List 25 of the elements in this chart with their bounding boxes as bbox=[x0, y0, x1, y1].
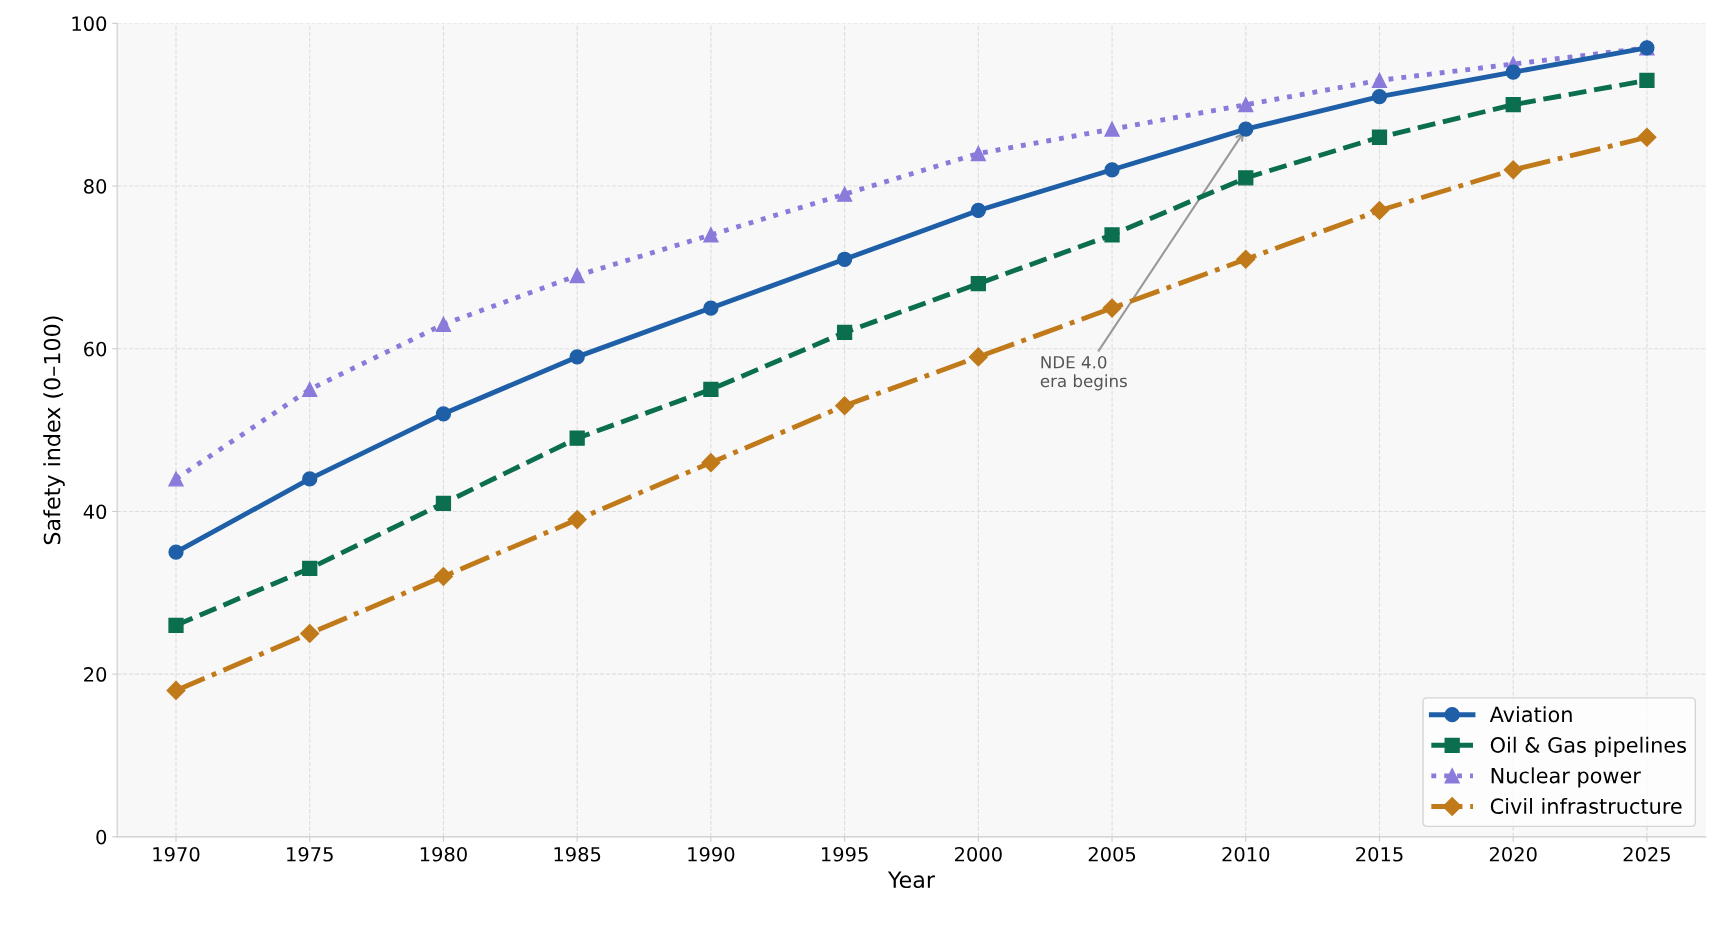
y-axis-title: Safety index (0–100) bbox=[43, 316, 65, 545]
annotation: NDE 4.0 era begins bbox=[1040, 355, 1127, 391]
x-tick-label: 1970 bbox=[153, 846, 200, 862]
y-tick-label: 0 bbox=[96, 829, 107, 845]
x-axis-title: Year bbox=[887, 871, 935, 889]
y-tick-label: 40 bbox=[83, 504, 107, 520]
x-tick-label: 1990 bbox=[688, 846, 735, 862]
x-tick-label: 2005 bbox=[1088, 846, 1136, 862]
x-tick-label: 2015 bbox=[1356, 846, 1403, 862]
x-tick-label: 1995 bbox=[822, 846, 868, 862]
x-tick-label: 1975 bbox=[287, 846, 333, 862]
x-tick-label: 2025 bbox=[1623, 846, 1670, 862]
x-tick-label: 1980 bbox=[420, 846, 467, 862]
x-tick-label: 2000 bbox=[955, 846, 1002, 862]
legend-label: Oil & Gas pipelines bbox=[1490, 736, 1686, 757]
x-tick-label: 2020 bbox=[1489, 846, 1537, 862]
legend-label: Aviation bbox=[1489, 706, 1572, 723]
x-tick-label: 2010 bbox=[1222, 846, 1270, 862]
y-tick-label: 100 bbox=[72, 16, 107, 32]
y-tick-label: 60 bbox=[84, 341, 107, 357]
x-tick-label: 1985 bbox=[554, 846, 601, 862]
legend-label: Civil infrastructure bbox=[1490, 797, 1682, 815]
y-tick-label: 20 bbox=[84, 667, 107, 682]
y-tick-label: 80 bbox=[84, 179, 107, 194]
legend-label: Nuclear power bbox=[1491, 767, 1641, 788]
